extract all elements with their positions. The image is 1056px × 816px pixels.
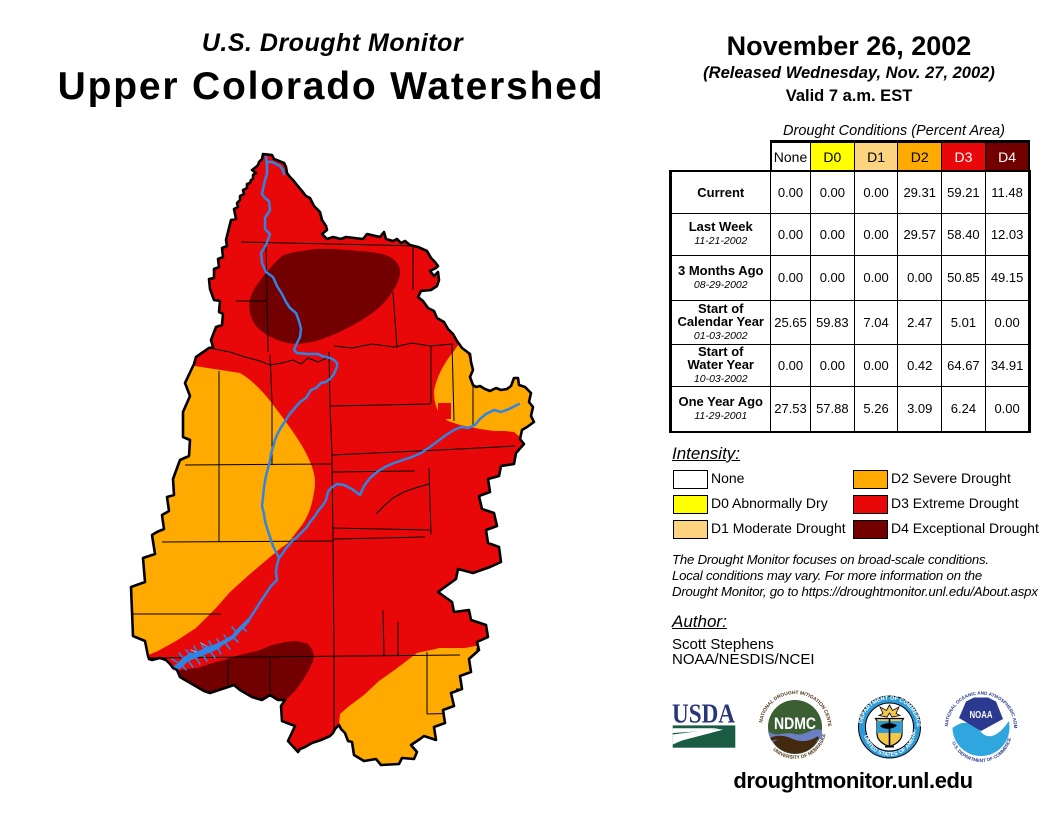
- svg-text:USDA: USDA: [672, 699, 735, 729]
- svg-text:NDMC: NDMC: [774, 714, 816, 733]
- svg-text:NOAA: NOAA: [970, 709, 993, 721]
